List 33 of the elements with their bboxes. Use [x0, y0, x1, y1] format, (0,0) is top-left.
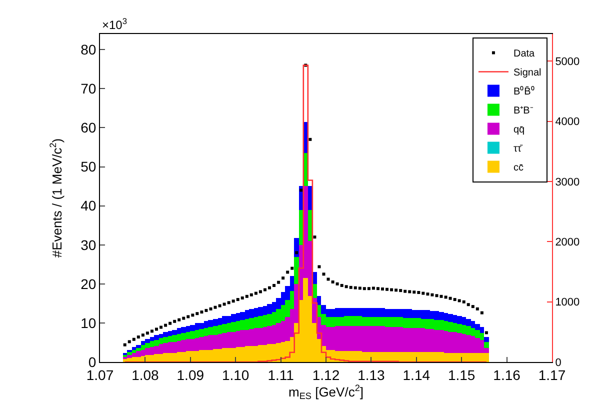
text: ×10$^{3}$ — [102, 16, 128, 32]
y-tick-label: 80 — [80, 42, 96, 58]
y2-tick-label: 4000 — [555, 116, 580, 128]
y2-tick-label: 3000 — [555, 176, 580, 188]
legend-label: qq̄ — [513, 124, 525, 136]
y2-tick-label: 1000 — [555, 296, 580, 309]
x-tick-label: 1.12 — [312, 366, 340, 383]
x-tick-label: 1.13 — [358, 366, 386, 383]
y-tick-label: 20 — [80, 276, 96, 292]
x-tick-label: 1.09 — [176, 366, 204, 383]
x-tick-label: 1.14 — [402, 366, 430, 383]
legend-label: B⁰B̄⁰ — [513, 86, 535, 98]
y-tick-label: 30 — [80, 236, 96, 253]
legend-label: B⁺B⁻ — [513, 106, 534, 117]
x-tick-label: 1.10 — [222, 366, 250, 383]
legend-label: Data — [513, 48, 536, 60]
y2-tick-label: 5000 — [555, 56, 580, 68]
y-tick-label: 40 — [80, 198, 96, 214]
x-tick-label: 1.11 — [268, 366, 294, 383]
x-tick-label: 1.08 — [132, 366, 160, 383]
y-tick-label: 50 — [80, 158, 96, 175]
legend-label: ττ̄ — [513, 144, 524, 155]
x-tick-label: 1.17 — [538, 366, 566, 383]
y-tick-label: 60 — [80, 120, 96, 136]
x-axis-title: m$_{ES}$ [GeV/c$^{2}$] — [288, 382, 364, 401]
legend-label: cc̄ — [513, 162, 524, 174]
legend-label: Signal — [513, 68, 542, 79]
y-tick-label: 10 — [80, 314, 96, 331]
y2-tick-label: 0 — [555, 356, 562, 369]
x-tick-label: 1.16 — [493, 366, 521, 383]
y2-tick-label: 2000 — [555, 236, 580, 248]
y-tick-label: 70 — [80, 80, 96, 97]
x-tick-label: 1.15 — [448, 366, 476, 383]
